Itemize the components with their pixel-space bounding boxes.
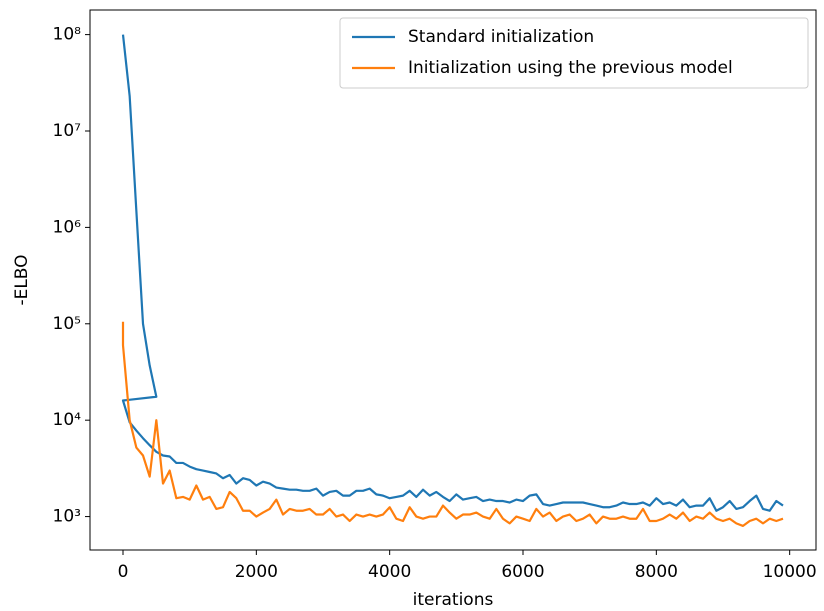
x-tick-label: 4000 bbox=[368, 562, 411, 582]
legend-label: Standard initialization bbox=[408, 27, 594, 47]
x-tick-label: 2000 bbox=[235, 562, 278, 582]
y-tick-label: 10³ bbox=[53, 507, 81, 527]
y-tick-label: 10⁶ bbox=[53, 217, 82, 237]
plot-frame bbox=[89, 9, 817, 551]
legend-label: Initialization using the previous model bbox=[408, 58, 733, 78]
legend-box bbox=[339, 17, 809, 89]
y-tick-label: 10⁴ bbox=[53, 410, 82, 430]
x-tick-label: 0 bbox=[118, 562, 129, 582]
x-axis-label: iterations bbox=[413, 590, 494, 610]
y-tick-label: 10⁸ bbox=[53, 25, 82, 45]
y-tick-label: 10⁵ bbox=[53, 314, 81, 334]
x-tick-label: 6000 bbox=[501, 562, 544, 582]
x-tick-label: 8000 bbox=[635, 562, 678, 582]
x-tick-label: 10000 bbox=[763, 562, 817, 582]
y-tick-label: 10⁷ bbox=[53, 121, 82, 141]
data-line bbox=[121, 34, 784, 512]
y-axis-label: -ELBO bbox=[12, 254, 32, 305]
data-line bbox=[121, 321, 784, 528]
